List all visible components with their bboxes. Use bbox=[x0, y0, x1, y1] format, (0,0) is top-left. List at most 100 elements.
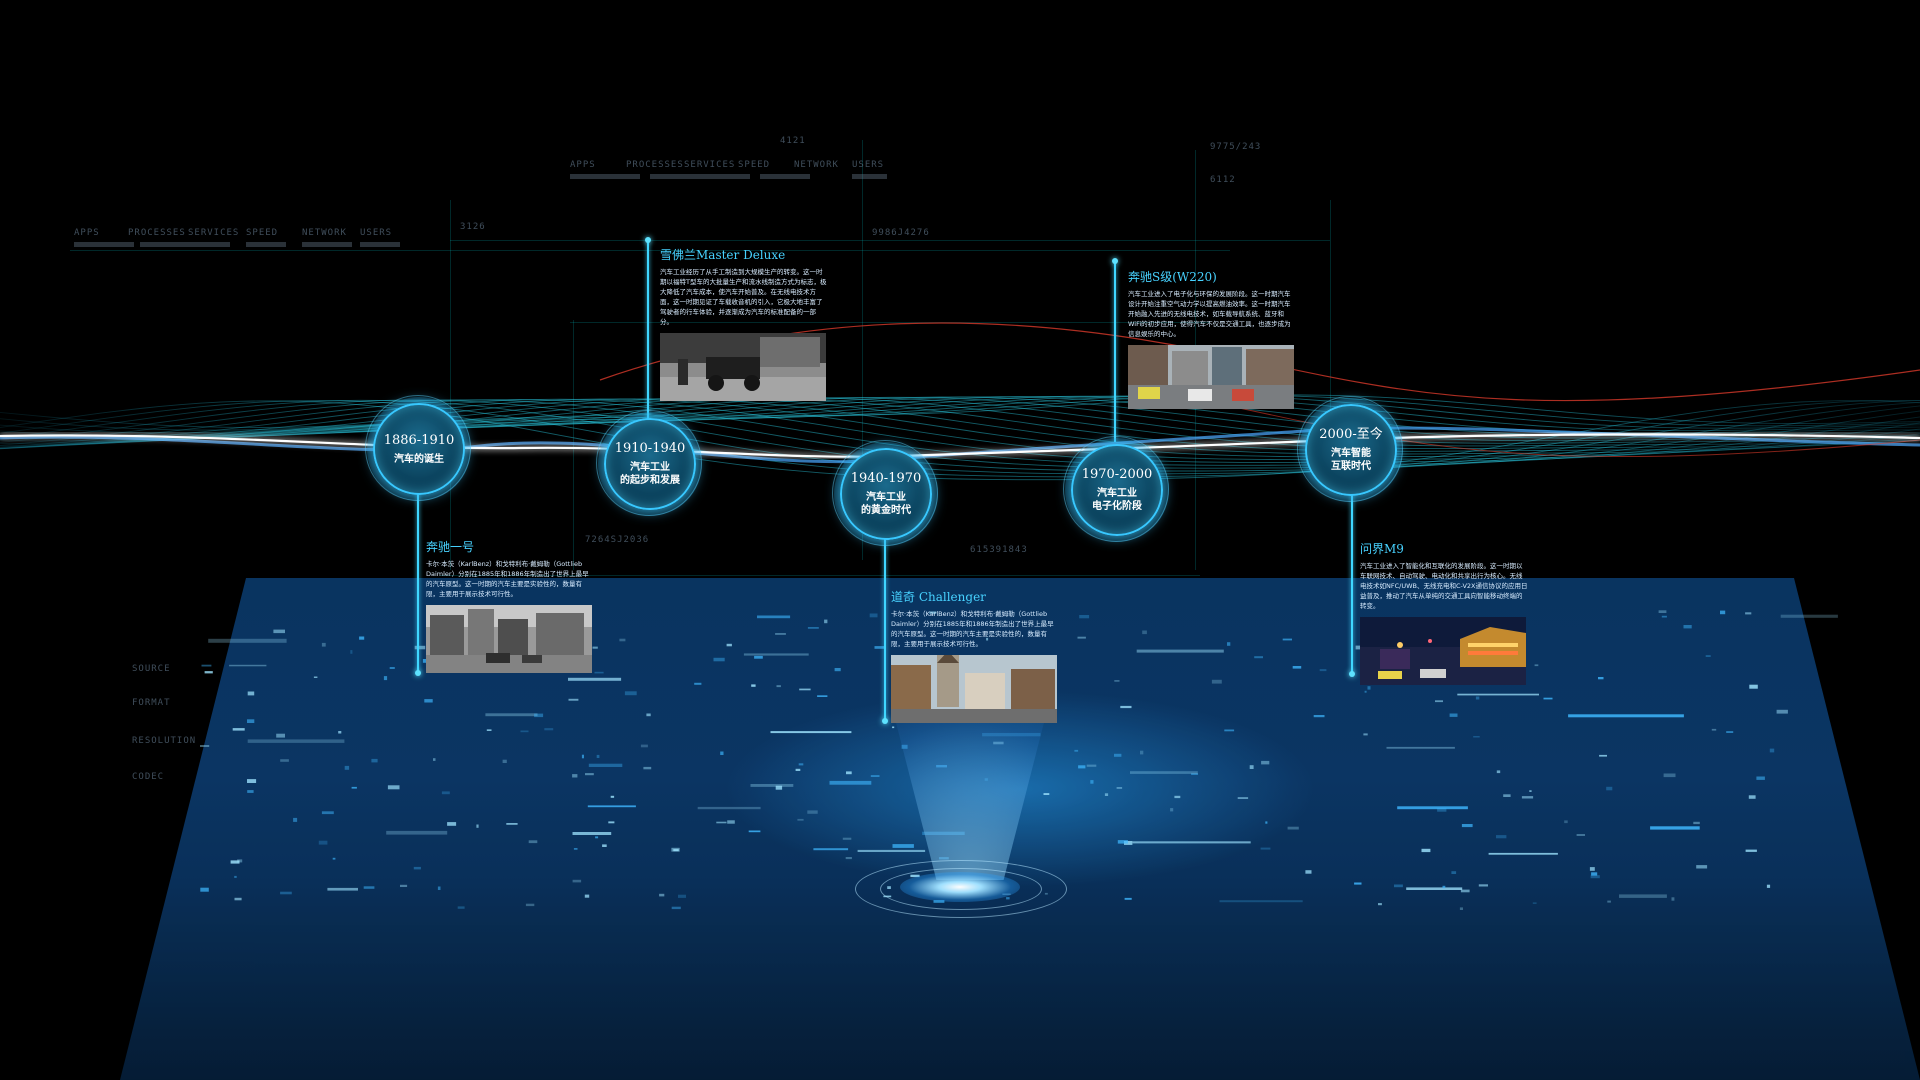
floor-particle bbox=[1282, 638, 1292, 641]
floor-particle bbox=[581, 754, 584, 759]
timeline-wave bbox=[0, 322, 1920, 481]
floor-particle bbox=[321, 642, 326, 647]
wave-strand bbox=[0, 394, 1920, 431]
floor-particle bbox=[1745, 849, 1757, 852]
floor-particle bbox=[813, 848, 849, 851]
floor-particle bbox=[842, 837, 852, 840]
card-description: 汽车工业经历了从手工制造到大规模生产的转变。这一时期以福特T型车的大批量生产和流… bbox=[660, 268, 827, 326]
card-description: 卡尔·本茨（KarlBenz）和戈特利布·戴姆勒（Gottlieb Daimle… bbox=[891, 610, 1054, 648]
hud-number: 4121 bbox=[780, 136, 806, 146]
floor-particle bbox=[1117, 840, 1128, 844]
hud-grid-line bbox=[862, 140, 863, 560]
floor-particle bbox=[585, 773, 594, 776]
floor-particle bbox=[572, 832, 612, 835]
hud-number: 7264SJ2036 bbox=[585, 535, 650, 545]
floor-particle bbox=[1265, 821, 1268, 824]
card-photo-night-city bbox=[1360, 617, 1526, 685]
timeline-node-1970[interactable]: 1970-2000 汽车工业 电子化阶段 bbox=[1063, 436, 1169, 542]
timeline-node-1886[interactable]: 1886-1910 汽车的诞生 bbox=[365, 395, 471, 501]
floor-particle bbox=[1488, 852, 1558, 855]
floor-particle bbox=[807, 627, 819, 629]
hud-side-label: SOURCE bbox=[132, 664, 171, 674]
floor-particle bbox=[1756, 776, 1765, 780]
floor-particle bbox=[751, 684, 756, 687]
floor-particle bbox=[208, 638, 287, 643]
floor-particle bbox=[726, 643, 732, 647]
floor-particle bbox=[1378, 903, 1382, 906]
timeline-node-2000[interactable]: 2000-至今 汽车智能 互联时代 bbox=[1297, 396, 1403, 502]
timeline-node-1940[interactable]: 1940-1970 汽车工业 的黄金时代 bbox=[832, 440, 938, 546]
hud-tab: SERVICES bbox=[684, 160, 736, 170]
hud-tab: APPS bbox=[74, 228, 100, 238]
floor-particle bbox=[1130, 771, 1198, 774]
floor-particle bbox=[1305, 870, 1312, 874]
floor-particle bbox=[1693, 821, 1700, 825]
floor-particle bbox=[716, 821, 727, 824]
floor-particle bbox=[201, 664, 212, 667]
floor-particle bbox=[1696, 865, 1708, 869]
floor-particle bbox=[1224, 729, 1235, 732]
card-title: 道奇 Challenger bbox=[891, 590, 986, 604]
floor-particle bbox=[1607, 900, 1611, 903]
floor-particle bbox=[829, 780, 872, 785]
floor-particle bbox=[1457, 693, 1539, 696]
card-cadillac: 雪佛兰Master Deluxe 汽车工业经历了从手工制造到大规模生产的转变。这… bbox=[660, 246, 828, 401]
floor-particle bbox=[1503, 794, 1511, 797]
floor-particle bbox=[770, 731, 852, 734]
card-dodge: 道奇 Challenger 卡尔·本茨（KarlBenz）和戈特利布·戴姆勒（G… bbox=[891, 588, 1059, 723]
floor-particle bbox=[1140, 750, 1144, 755]
card-description: 卡尔·本茨（KarlBenz）和戈特利布·戴姆勒（Gottlieb Daimle… bbox=[426, 560, 589, 598]
floor-particle bbox=[1114, 753, 1122, 757]
node-ring bbox=[1063, 436, 1169, 542]
card-description: 汽车工业进入了智能化和互联化的发展阶段。这一时期以车联网技术、自动驾驶、电动化和… bbox=[1360, 562, 1528, 610]
floor-particle bbox=[506, 823, 518, 825]
pointer-dot bbox=[1349, 671, 1355, 677]
floor-particle bbox=[1079, 615, 1090, 619]
hud-side-label: CODEC bbox=[132, 772, 165, 782]
hud-tab: APPS bbox=[570, 160, 596, 170]
floor-particle bbox=[1364, 690, 1367, 693]
floor-particle bbox=[870, 775, 880, 777]
floor-particle bbox=[232, 728, 245, 731]
floor-particle bbox=[568, 677, 622, 681]
hud-bar bbox=[140, 242, 230, 247]
portal-ring-outer bbox=[855, 860, 1067, 918]
floor-particle bbox=[486, 729, 492, 731]
floor-particle bbox=[413, 866, 421, 870]
floor-particle bbox=[1132, 841, 1251, 844]
wave-strand bbox=[0, 399, 1920, 472]
card-photo-village bbox=[891, 655, 1057, 723]
wave-strand bbox=[0, 397, 1920, 452]
floor-particle bbox=[587, 805, 636, 808]
floor-particle bbox=[757, 615, 791, 619]
floor-particle bbox=[1748, 795, 1756, 799]
pointer-dot bbox=[1112, 258, 1118, 264]
floor-particle bbox=[750, 784, 794, 787]
floor-particle bbox=[1459, 907, 1463, 910]
floor-particle bbox=[237, 859, 243, 863]
timeline-node-1910[interactable]: 1910-1940 汽车工业 的起步和发展 bbox=[596, 410, 702, 516]
wave-strand bbox=[0, 399, 1920, 469]
floor-particle bbox=[807, 810, 818, 814]
floor-particle bbox=[1319, 669, 1327, 672]
floor-particle bbox=[1451, 871, 1457, 874]
floor-particle bbox=[1136, 649, 1224, 653]
wave-strand bbox=[0, 398, 1920, 458]
floor-particle bbox=[1564, 820, 1568, 824]
floor-particle bbox=[1219, 900, 1303, 903]
floor-particle bbox=[321, 811, 334, 815]
hud-number: 9986J4276 bbox=[872, 228, 930, 238]
pointer-line bbox=[1351, 492, 1353, 674]
floor-particle bbox=[1116, 787, 1123, 789]
hud-bar bbox=[302, 242, 352, 247]
floor-particle bbox=[359, 636, 365, 640]
floor-particle bbox=[234, 875, 237, 878]
card-photo-street bbox=[426, 605, 592, 673]
card-title: 雪佛兰Master Deluxe bbox=[660, 248, 786, 262]
floor-particle bbox=[1124, 841, 1133, 845]
floor-particle bbox=[247, 779, 257, 783]
floor-particle bbox=[534, 713, 544, 718]
floor-particle bbox=[1211, 679, 1222, 684]
hud-number: 6112 bbox=[1210, 175, 1236, 185]
floor-particle bbox=[1142, 630, 1147, 635]
